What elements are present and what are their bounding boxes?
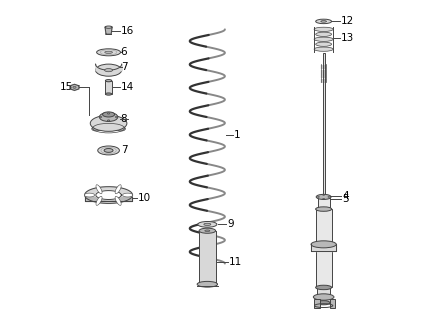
Text: 15: 15 (60, 82, 73, 92)
Ellipse shape (198, 221, 217, 227)
Ellipse shape (199, 228, 215, 233)
Ellipse shape (316, 207, 332, 211)
Bar (317, 287, 330, 303)
Ellipse shape (105, 26, 112, 28)
Text: 10: 10 (138, 193, 151, 203)
Ellipse shape (103, 112, 114, 117)
Bar (329, 299, 335, 308)
Polygon shape (85, 187, 132, 204)
Ellipse shape (197, 281, 218, 287)
Bar (318, 197, 329, 212)
Bar (315, 299, 320, 308)
Ellipse shape (92, 126, 101, 131)
Ellipse shape (316, 19, 332, 24)
Ellipse shape (323, 195, 325, 196)
Ellipse shape (323, 198, 325, 199)
Ellipse shape (104, 68, 113, 72)
Ellipse shape (108, 113, 110, 114)
Text: 11: 11 (229, 257, 242, 267)
Ellipse shape (99, 116, 102, 118)
Text: 7: 7 (121, 146, 127, 156)
Text: 7: 7 (121, 62, 127, 72)
Ellipse shape (311, 241, 336, 248)
Ellipse shape (205, 230, 210, 232)
Ellipse shape (90, 116, 127, 131)
Polygon shape (85, 197, 132, 201)
Bar (316, 209, 332, 287)
Text: 14: 14 (121, 82, 134, 92)
Polygon shape (105, 27, 112, 34)
Ellipse shape (316, 285, 332, 290)
Text: 13: 13 (340, 33, 354, 43)
Ellipse shape (98, 146, 119, 155)
Ellipse shape (115, 116, 118, 118)
Polygon shape (96, 191, 121, 199)
Text: 12: 12 (340, 16, 354, 27)
Ellipse shape (314, 37, 333, 41)
Ellipse shape (314, 27, 333, 31)
Bar (199, 231, 215, 284)
Ellipse shape (328, 196, 330, 197)
Ellipse shape (105, 80, 112, 82)
Text: 5: 5 (342, 194, 349, 204)
Ellipse shape (115, 185, 121, 194)
Text: 16: 16 (121, 26, 134, 36)
Polygon shape (70, 84, 79, 91)
Ellipse shape (117, 126, 125, 131)
Ellipse shape (99, 113, 118, 122)
Ellipse shape (104, 114, 113, 118)
Text: 9: 9 (227, 219, 234, 229)
Ellipse shape (316, 42, 332, 46)
Ellipse shape (96, 196, 102, 205)
Ellipse shape (317, 301, 330, 305)
Ellipse shape (316, 194, 331, 199)
Ellipse shape (313, 294, 334, 300)
Ellipse shape (97, 49, 121, 56)
Text: 6: 6 (121, 47, 127, 57)
Ellipse shape (84, 193, 94, 197)
Ellipse shape (316, 32, 332, 36)
Ellipse shape (321, 20, 326, 22)
Bar (323, 53, 325, 197)
Ellipse shape (123, 193, 133, 197)
Ellipse shape (105, 51, 112, 53)
Ellipse shape (314, 47, 333, 51)
Ellipse shape (204, 223, 211, 226)
Ellipse shape (96, 185, 102, 194)
Ellipse shape (96, 64, 121, 76)
Polygon shape (311, 244, 336, 251)
Ellipse shape (108, 120, 110, 121)
Text: 4: 4 (342, 191, 349, 201)
Bar (105, 81, 112, 94)
Ellipse shape (115, 196, 121, 205)
Ellipse shape (105, 93, 112, 95)
Text: 8: 8 (121, 114, 127, 124)
Ellipse shape (73, 86, 76, 88)
Text: 1: 1 (234, 130, 240, 140)
Ellipse shape (318, 196, 319, 197)
Ellipse shape (104, 148, 113, 152)
